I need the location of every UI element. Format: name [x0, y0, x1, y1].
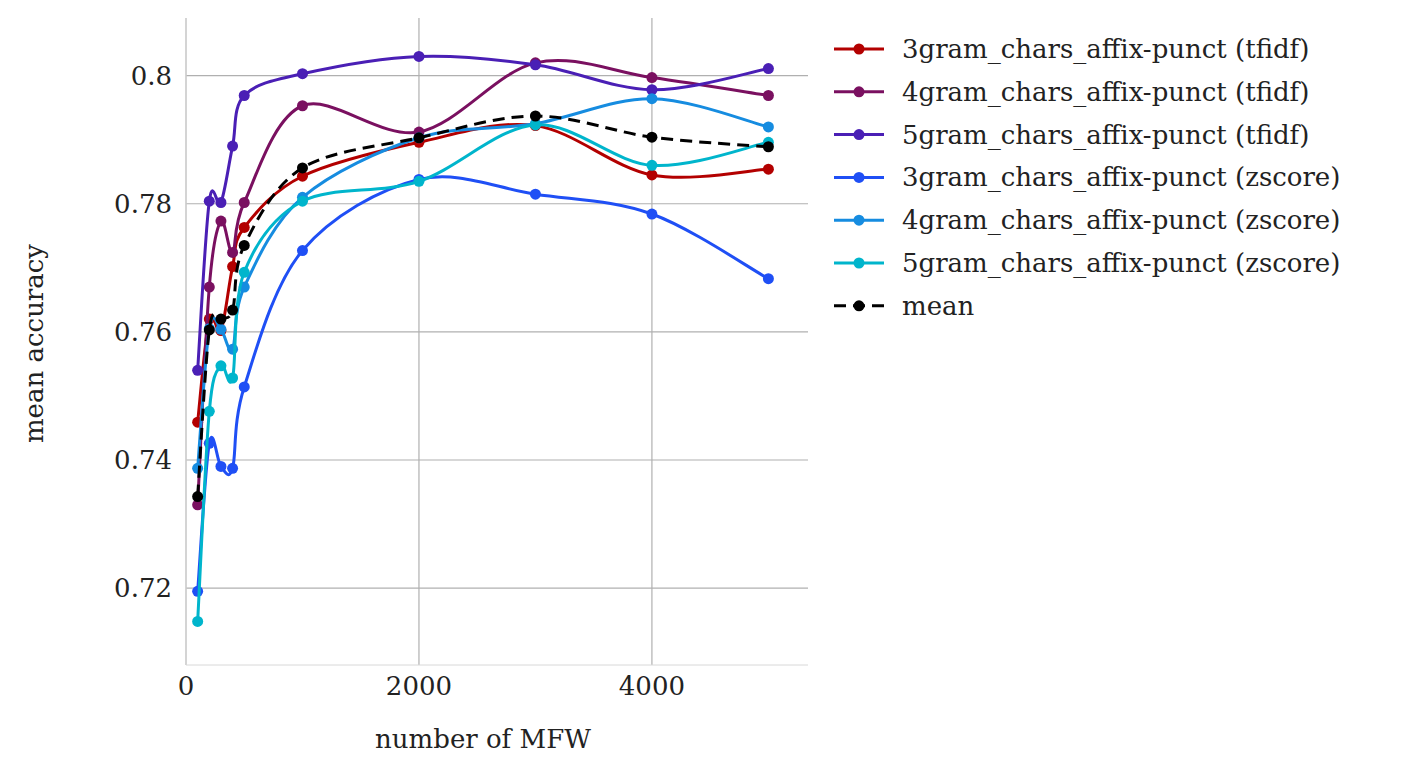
series-line — [198, 124, 769, 422]
point — [413, 132, 424, 143]
point — [763, 164, 774, 175]
point — [239, 90, 250, 101]
series-line — [198, 125, 769, 622]
point — [646, 93, 657, 104]
series-line — [198, 177, 769, 592]
y-grid — [186, 75, 808, 76]
legend-label: 3gram_chars_affix-punct (zscore) — [902, 162, 1340, 193]
y-axis-line — [186, 18, 187, 665]
point — [763, 141, 774, 152]
legend-marker — [854, 215, 865, 226]
y-tick-label: 0.78 — [114, 189, 172, 219]
legend-label: 5gram_chars_affix-punct (zscore) — [902, 248, 1340, 279]
point — [227, 247, 238, 258]
point — [763, 273, 774, 284]
legend-marker — [854, 172, 865, 183]
x-tick-label: 4000 — [619, 671, 685, 701]
point — [204, 406, 215, 417]
x-tick-label: 2000 — [386, 671, 452, 701]
legend-label: 4gram_chars_affix-punct (zscore) — [902, 205, 1340, 236]
point — [215, 324, 226, 335]
point — [763, 63, 774, 74]
point — [297, 162, 308, 173]
point — [204, 196, 215, 207]
legend-marker — [854, 86, 865, 97]
x-grid — [185, 18, 186, 665]
point — [646, 209, 657, 220]
y-tick-label: 0.76 — [114, 317, 172, 347]
y-tick-label: 0.8 — [131, 61, 172, 91]
legend-label: 5gram_chars_affix-punct (tfidf) — [902, 120, 1309, 151]
point — [763, 90, 774, 101]
x-axis-line — [186, 665, 808, 666]
point — [646, 169, 657, 180]
series-line — [198, 99, 769, 469]
point — [215, 197, 226, 208]
point — [192, 365, 203, 376]
point — [227, 141, 238, 152]
legend-marker — [854, 44, 865, 55]
x-grid — [651, 18, 652, 665]
point — [239, 267, 250, 278]
legend-marker — [854, 300, 865, 311]
point — [297, 100, 308, 111]
legend-label: 4gram_chars_affix-punct (tfidf) — [902, 77, 1309, 108]
point — [763, 121, 774, 132]
point — [646, 160, 657, 171]
point — [646, 132, 657, 143]
point — [215, 216, 226, 227]
y-axis-title: mean accuracy — [19, 244, 49, 443]
point — [204, 282, 215, 293]
chart: 0.72 0.74 0.76 0.78 0.8 0 2000 4000 number of MF… — [0, 0, 1413, 773]
x-grid — [418, 18, 419, 665]
point — [297, 68, 308, 79]
x-tick-label: 0 — [178, 671, 195, 701]
y-tick-label: 0.72 — [114, 573, 172, 603]
x-axis-title: number of MFW — [375, 724, 591, 754]
y-grid — [186, 459, 808, 460]
y-grid — [186, 203, 808, 204]
point — [413, 51, 424, 62]
point — [530, 111, 541, 122]
series-line — [198, 116, 769, 497]
point — [239, 222, 250, 233]
point — [413, 132, 424, 143]
y-grid — [186, 588, 808, 589]
point — [227, 463, 238, 474]
point — [227, 344, 238, 355]
plot-area — [192, 51, 774, 627]
y-grid — [186, 331, 808, 332]
legend-marker — [854, 258, 865, 269]
point — [192, 616, 203, 627]
y-tick-label: 0.74 — [114, 445, 172, 475]
point — [530, 120, 541, 131]
point — [215, 314, 226, 325]
point — [239, 197, 250, 208]
point — [227, 373, 238, 384]
legend-label: 3gram_chars_affix-punct (tfidf) — [902, 34, 1309, 65]
point — [297, 245, 308, 256]
point — [297, 196, 308, 207]
legend: 3gram_chars_affix-punct (tfidf) 4gram_cha… — [834, 34, 1340, 321]
legend-label: mean — [902, 291, 975, 321]
point — [227, 305, 238, 316]
point — [204, 324, 215, 335]
point — [215, 461, 226, 472]
point — [413, 176, 424, 187]
point — [530, 59, 541, 70]
point — [530, 189, 541, 200]
point — [215, 360, 226, 371]
legend-marker — [854, 129, 865, 140]
point — [192, 463, 203, 474]
point — [646, 72, 657, 83]
point — [239, 381, 250, 392]
point — [239, 240, 250, 251]
point — [192, 491, 203, 502]
